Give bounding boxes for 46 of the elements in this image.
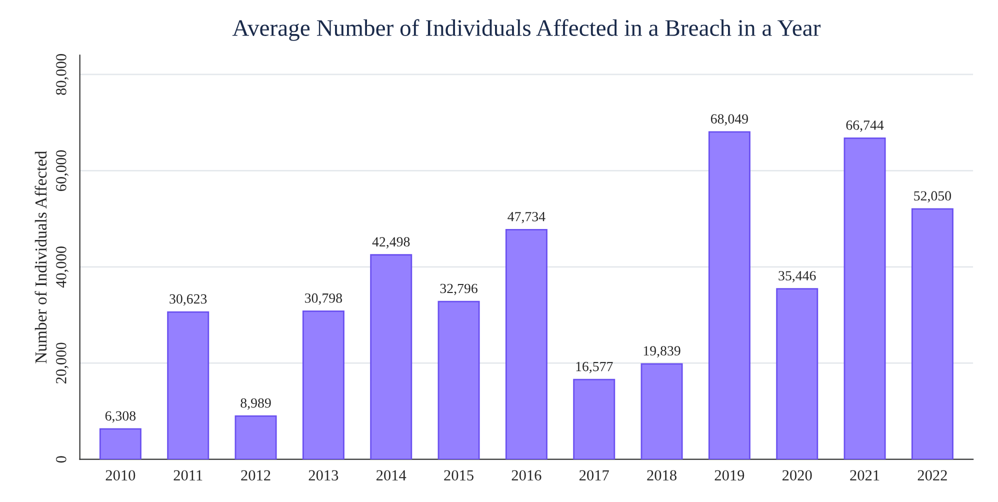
data-label: 19,839	[644, 346, 680, 358]
data-label: 30,798	[305, 293, 342, 305]
x-tick-label: 2010	[106, 470, 136, 480]
x-tick-label: 2019	[714, 470, 744, 480]
data-label: 47,734	[508, 212, 546, 224]
bar	[99, 428, 142, 460]
x-tick-label: 2013	[308, 470, 338, 480]
bar	[640, 363, 683, 460]
data-label: 30,623	[170, 294, 207, 306]
bar	[708, 131, 750, 460]
data-label: 66,744	[846, 120, 884, 132]
bar	[505, 228, 548, 460]
x-tick-label: 2016	[512, 470, 542, 480]
x-tick-label: 2020	[782, 470, 812, 480]
bar	[438, 300, 480, 460]
x-tick-label: 2015	[444, 470, 474, 480]
x-tick-label: 2012	[241, 470, 270, 480]
bar	[167, 311, 210, 460]
data-label: 32,796	[440, 284, 478, 296]
data-label: 52,050	[914, 191, 952, 203]
chart-title: Average Number of Individuals Affected in a Breach in a Year	[232, 19, 821, 41]
bar	[370, 254, 412, 460]
x-tick-label: 2018	[647, 470, 676, 480]
x-tick-label: 2021	[850, 470, 880, 480]
bar	[573, 378, 616, 460]
y-tick-label: 40,000	[56, 246, 69, 288]
y-tick-label: 0	[56, 456, 66, 463]
x-tick-label: 2011	[174, 470, 202, 480]
y-tick-label: 20,000	[56, 342, 69, 384]
x-tick-label: 2022	[918, 470, 947, 480]
bar	[911, 208, 954, 460]
data-label: 68,049	[710, 114, 748, 126]
x-tick-label: 2014	[376, 470, 406, 480]
bar	[776, 288, 818, 460]
data-label: 35,446	[778, 271, 816, 282]
bar	[234, 415, 277, 460]
y-axis-title: Number of Individuals Affected	[34, 150, 47, 364]
y-tick-label: 60,000	[56, 150, 69, 192]
bar	[302, 310, 344, 460]
data-label: 42,498	[372, 237, 410, 248]
y-tick-label: 80,000	[56, 54, 69, 95]
data-label: 8,989	[240, 398, 271, 410]
data-label: 16,577	[576, 362, 613, 374]
data-label: 6,308	[105, 411, 136, 423]
bar	[844, 138, 886, 460]
x-tick-label: 2017	[580, 470, 609, 480]
